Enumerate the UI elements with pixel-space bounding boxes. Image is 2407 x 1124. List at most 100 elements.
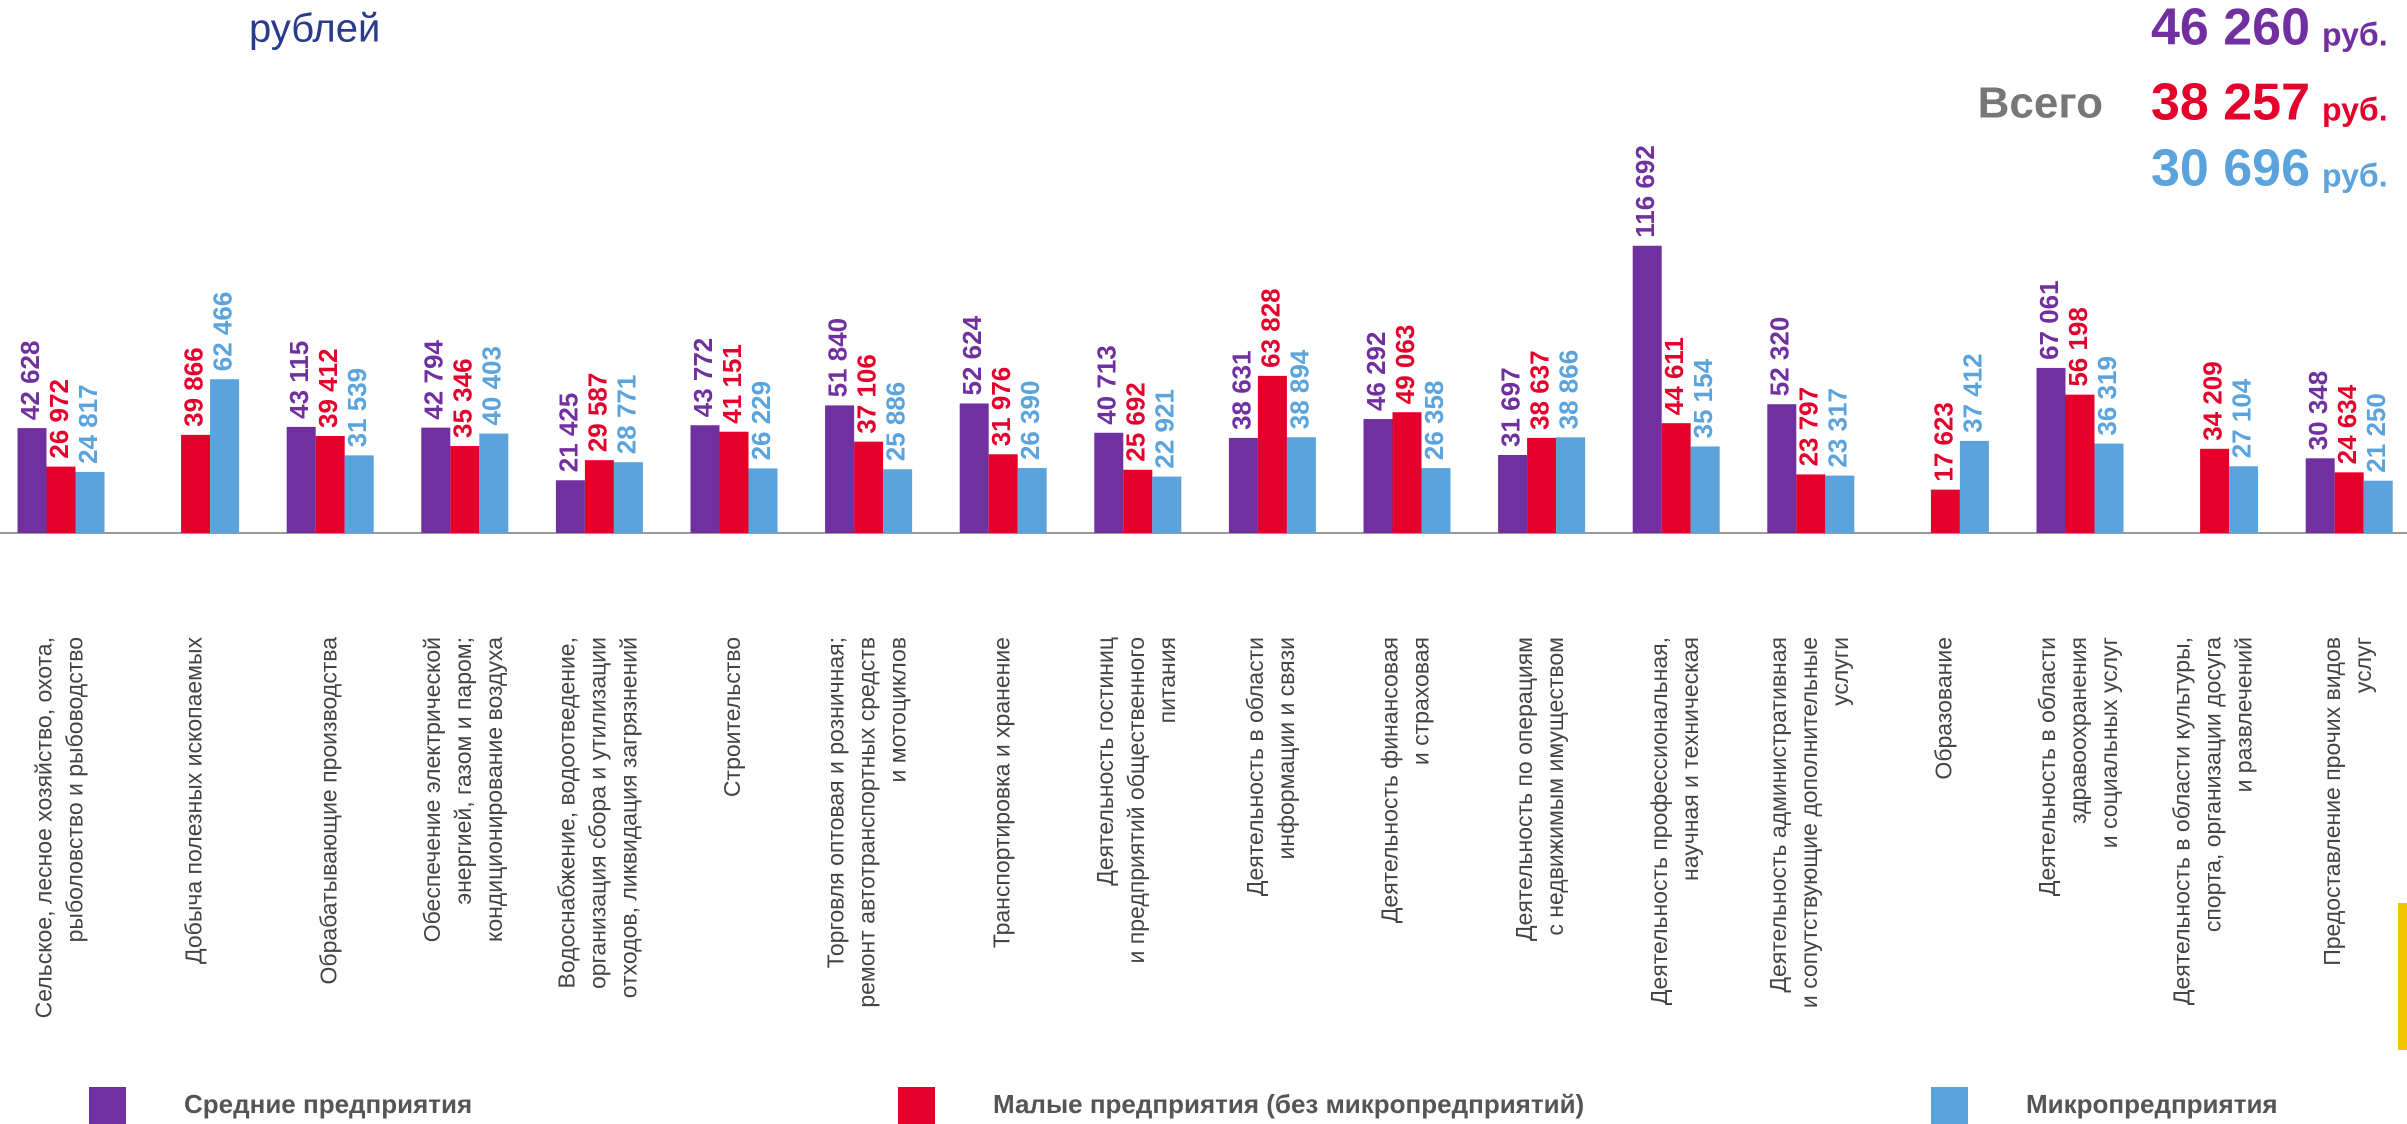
x-tick-label: услуг xyxy=(2350,637,2376,693)
x-tick-label: Образование xyxy=(1930,637,1956,780)
value-label: 24 634 xyxy=(2332,384,2362,464)
bar xyxy=(1152,476,1182,533)
total-value: 46 260 xyxy=(2151,0,2310,57)
value-label: 36 319 xyxy=(2092,356,2122,436)
bar xyxy=(1286,437,1316,533)
x-tick-label: Деятельность гостиниц xyxy=(1092,637,1118,886)
value-label: 22 921 xyxy=(1150,389,1180,469)
bar xyxy=(1123,469,1153,533)
value-label: 26 358 xyxy=(1419,381,1449,461)
x-tick-label: Обрабатывающие производства xyxy=(315,637,341,985)
value-label: 39 412 xyxy=(313,348,343,428)
x-tick-label: питания xyxy=(1154,637,1180,723)
bar xyxy=(1661,423,1691,533)
x-tick-label: рыболовство и рыбоводство xyxy=(62,637,88,942)
value-label: 67 061 xyxy=(2034,280,2064,360)
bar xyxy=(825,405,855,533)
value-label: 44 611 xyxy=(1659,337,1689,415)
bar xyxy=(2305,458,2335,533)
bar xyxy=(555,480,585,533)
x-tick-label: Деятельность в области xyxy=(1242,637,1268,896)
x-tick-label: информации и связи xyxy=(1273,637,1299,859)
value-label: 63 828 xyxy=(1255,288,1285,368)
value-label: 37 412 xyxy=(1957,353,1987,433)
bar xyxy=(1421,468,1451,533)
x-tick-label: Деятельность в области xyxy=(2034,637,2060,896)
x-tick-label: с недвижимым имуществом xyxy=(1542,637,1568,936)
x-tick-label: Деятельность в области культуры, xyxy=(2169,637,2195,1005)
legend-swatch xyxy=(898,1087,935,1124)
bar xyxy=(690,425,720,533)
bar xyxy=(181,434,211,533)
bar xyxy=(883,469,913,533)
x-tick-label: и развлечений xyxy=(2231,637,2257,792)
value-label: 21 250 xyxy=(2361,393,2391,473)
x-tick-label: научная и техническая xyxy=(1677,637,1703,881)
bar xyxy=(75,471,105,533)
legend-swatch xyxy=(1931,1087,1968,1124)
total-value: 38 257 xyxy=(2151,74,2310,132)
value-label: 35 346 xyxy=(448,358,478,438)
bar xyxy=(210,379,240,533)
value-label: 23 317 xyxy=(1823,388,1853,468)
x-tick-label: и сопутствующие дополнительные xyxy=(1796,637,1822,1008)
bar xyxy=(1017,468,1047,533)
x-tick-label: Водоснабжение, водоотведение, xyxy=(553,637,579,989)
bar xyxy=(959,403,989,533)
value-label: 31 976 xyxy=(986,367,1016,447)
x-tick-label: Добыча полезных ископаемых xyxy=(181,637,207,964)
value-label: 37 106 xyxy=(851,354,881,434)
total-value: 30 696 xyxy=(2151,140,2310,198)
x-tick-label: Деятельность административная xyxy=(1765,637,1791,993)
value-label: 52 320 xyxy=(1765,317,1795,397)
value-label: 30 348 xyxy=(2303,371,2333,451)
value-label: 26 229 xyxy=(746,381,776,461)
value-label: 41 151 xyxy=(717,344,747,424)
bar xyxy=(1930,489,1960,533)
x-tick-label: и мотоциклов xyxy=(885,637,911,782)
x-tick-label: услуги xyxy=(1827,637,1853,706)
bar xyxy=(2036,367,2066,533)
bar xyxy=(46,466,76,533)
bar xyxy=(748,468,778,533)
value-label: 27 104 xyxy=(2226,378,2256,458)
value-label: 26 972 xyxy=(44,379,74,459)
value-label: 23 797 xyxy=(1794,387,1824,467)
x-tick-label: Строительство xyxy=(719,637,745,797)
value-label: 17 623 xyxy=(1928,402,1958,482)
bar xyxy=(1796,474,1826,533)
value-label: 40 713 xyxy=(1092,345,1122,425)
value-label: 116 692 xyxy=(1630,145,1660,238)
x-tick-label: Деятельность финансовая xyxy=(1377,637,1403,923)
value-label: 49 063 xyxy=(1390,325,1420,405)
value-label: 21 425 xyxy=(553,393,583,473)
x-tick-label: ремонт автотранспортных средств xyxy=(854,637,880,1008)
bar xyxy=(479,433,509,533)
bar xyxy=(1363,419,1393,533)
x-tick-label: Деятельность профессиональная, xyxy=(1646,637,1672,1005)
x-tick-label: Транспортировка и хранение xyxy=(988,637,1014,948)
value-label: 40 403 xyxy=(477,346,507,426)
value-label: 28 771 xyxy=(611,375,641,455)
x-tick-label: Предоставление прочих видов xyxy=(2319,637,2345,966)
bar xyxy=(1228,437,1258,533)
total-unit: руб. xyxy=(2322,157,2388,193)
x-tick-label: Обеспечение электрической xyxy=(419,637,445,942)
x-tick-label: и социальных услуг xyxy=(2096,637,2122,848)
totals-label: Всего xyxy=(1978,79,2103,128)
legend-label: Средние предприятия xyxy=(184,1089,472,1119)
x-tick-label: энергией, газом и паром; xyxy=(450,637,476,905)
bar xyxy=(2094,443,2124,533)
bar xyxy=(2065,394,2095,533)
value-label: 62 466 xyxy=(207,292,237,372)
value-label: 31 539 xyxy=(342,368,372,448)
bar xyxy=(719,431,749,533)
x-tick-label: организация сбора и утилизации xyxy=(584,637,610,989)
bar xyxy=(1959,440,1989,533)
bar xyxy=(450,445,480,533)
bar xyxy=(1632,245,1662,533)
bar xyxy=(1257,375,1287,533)
x-tick-label: спорта, организации досуга xyxy=(2200,637,2226,932)
value-label: 26 390 xyxy=(1015,381,1045,461)
chart-subtitle: рублей xyxy=(249,7,380,51)
